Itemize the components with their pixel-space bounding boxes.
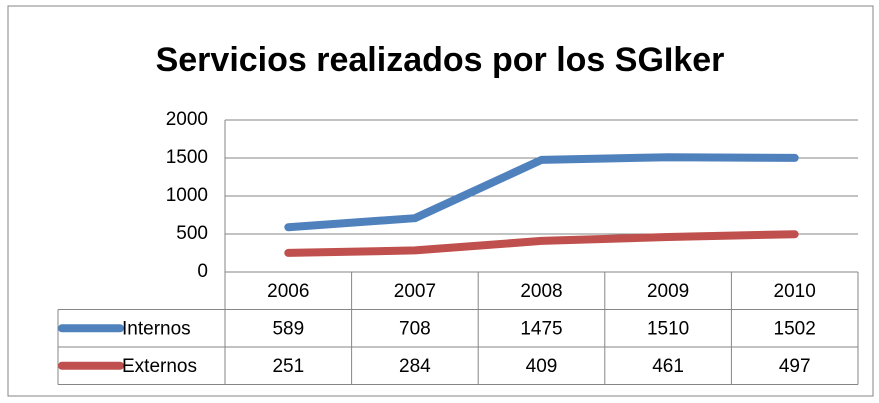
chart-title: Servicios realizados por los SGIker	[156, 41, 725, 79]
chart-border	[7, 5, 874, 397]
table-value: 497	[779, 356, 811, 377]
x-tick-label: 2008	[520, 281, 562, 302]
y-tick-label: 0	[197, 261, 208, 282]
table-value: 461	[652, 356, 684, 377]
x-tick-label: 2010	[774, 281, 816, 302]
x-tick-label: 2006	[267, 281, 309, 302]
table-value: 284	[399, 356, 431, 377]
table-value: 1475	[520, 318, 562, 339]
x-tick-label: 2007	[394, 281, 436, 302]
table-value: 708	[399, 318, 431, 339]
table-value: 1510	[647, 318, 689, 339]
legend-label: Externos	[122, 356, 197, 377]
y-tick-label: 500	[176, 223, 208, 244]
table-value: 589	[272, 318, 304, 339]
legend-label: Internos	[122, 318, 191, 339]
table-value: 251	[272, 356, 304, 377]
table-value: 409	[526, 356, 558, 377]
table-value: 1502	[774, 318, 816, 339]
x-tick-label: 2009	[647, 281, 689, 302]
y-tick-label: 2000	[166, 109, 208, 130]
y-tick-label: 1000	[166, 185, 208, 206]
y-tick-label: 1500	[166, 147, 208, 168]
series-line	[284, 153, 799, 232]
series-line	[284, 230, 799, 257]
